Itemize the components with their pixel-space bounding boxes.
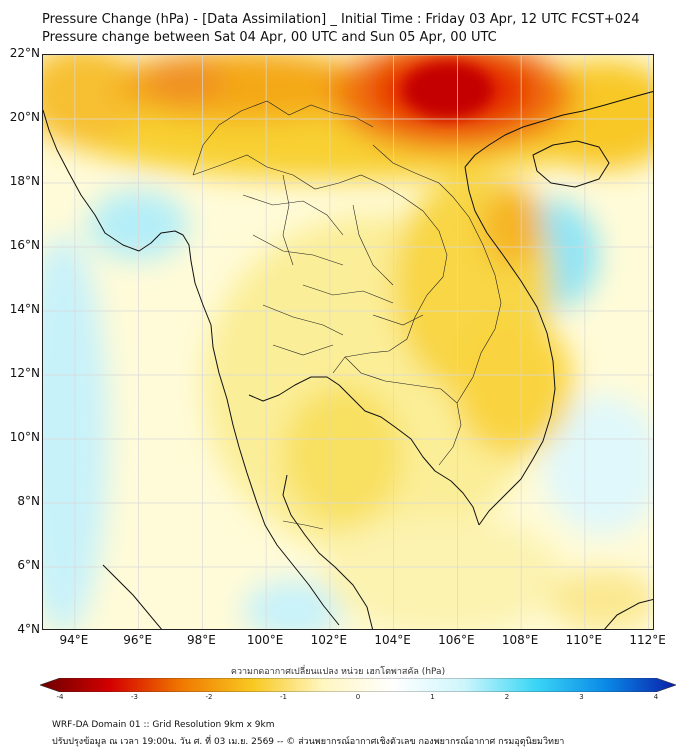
rise-area-south: [243, 580, 343, 629]
sumatra: [102, 564, 162, 629]
gulf-of-tonkin: [464, 110, 584, 168]
longitude-label: 94°E: [59, 633, 89, 647]
cambodia-border: [344, 356, 462, 466]
longitude-label: 108°E: [501, 633, 539, 647]
thailand-border: [192, 154, 448, 374]
latitude-label: 8°N: [17, 494, 40, 508]
longitude-label: 98°E: [186, 633, 216, 647]
hainan: [532, 140, 610, 188]
rise-area-bay: [88, 190, 188, 260]
longitude-label: 106°E: [438, 633, 475, 647]
map-panel[interactable]: [42, 54, 654, 630]
latitude-label: 6°N: [17, 558, 40, 572]
colorbar-tick-label: 1: [430, 693, 435, 701]
graticule: [43, 55, 653, 629]
malay-peninsula-west: [256, 502, 340, 626]
longitude-label: 100°E: [246, 633, 284, 647]
colorbar-tick-label: -4: [56, 693, 64, 701]
colorbar-tick-label: 4: [653, 693, 659, 701]
colorbar-tick-label: 3: [579, 693, 584, 701]
latitude-label: 22°N: [9, 46, 40, 60]
rise-area-west: [43, 235, 108, 629]
myanmar-coast: [43, 109, 258, 504]
latitude-label: 12°N: [9, 366, 40, 380]
rise-area-southeast: [543, 395, 653, 535]
laos-vietnam-border: [372, 144, 502, 404]
latitude-label: 16°N: [9, 238, 40, 252]
colorbar-tick-label: -2: [205, 693, 213, 701]
page-subtitle: Pressure change between Sat 04 Apr, 00 U…: [42, 30, 497, 45]
coastlines: [43, 91, 653, 629]
provinces-central: [262, 304, 424, 356]
longitude-label: 102°E: [310, 633, 348, 647]
provinces-north: [242, 174, 394, 304]
latitude-label: 10°N: [9, 430, 40, 444]
latitude-label: 14°N: [9, 302, 40, 316]
footer-update-info: ปรับปรุงข้อมูล ณ เวลา 19:00น. วัน ศ. ที่…: [52, 737, 565, 747]
latitude-label: 20°N: [9, 110, 40, 124]
latitude-label: 18°N: [9, 174, 40, 188]
borders: [192, 100, 502, 530]
colorbar: [40, 678, 676, 692]
malay-peninsula-east: [282, 474, 374, 629]
colorbar-tick-label: -1: [280, 693, 287, 701]
myanmar-border: [192, 100, 374, 176]
latitude-label: 4°N: [17, 622, 40, 636]
borneo: [604, 598, 653, 629]
longitude-label: 112°E: [629, 633, 666, 647]
longitude-label: 96°E: [123, 633, 153, 647]
footer-model-info: WRF-DA Domain 01 :: Grid Resolution 9km …: [52, 720, 275, 730]
china-coast: [582, 91, 653, 112]
colorbar-title: ความกดอากาศเปลี่ยนแปลง หน่วย เฮกโตพาสคัล…: [230, 667, 446, 677]
pressure-field: [43, 55, 653, 629]
colorbar-tick-label: 2: [504, 693, 510, 701]
longitude-label: 110°E: [565, 633, 603, 647]
colorbar-tick-label: -3: [131, 693, 138, 701]
malaysia-border: [282, 520, 324, 530]
pressure-change-map: [43, 55, 653, 629]
strong-fall-core: [403, 62, 493, 118]
page-title: Pressure Change (hPa) - [Data Assimilati…: [42, 12, 640, 27]
colorbar-bar: [40, 678, 676, 692]
cambodia-vietnam-coast: [464, 166, 556, 526]
gulf-of-thailand: [248, 376, 480, 526]
longitude-label: 104°E: [374, 633, 411, 647]
colorbar-tick-label: 0: [355, 693, 361, 701]
